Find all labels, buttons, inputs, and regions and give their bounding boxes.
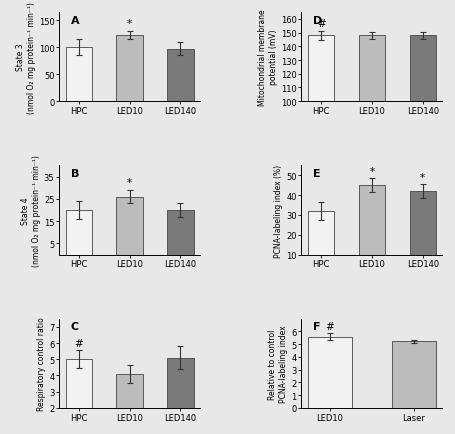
Bar bbox=[167, 210, 193, 255]
Text: *: * bbox=[419, 172, 425, 182]
Bar bbox=[116, 36, 142, 102]
Bar bbox=[409, 192, 435, 275]
Y-axis label: Respiratory control ratio: Respiratory control ratio bbox=[37, 317, 46, 410]
Bar bbox=[66, 48, 92, 102]
Text: #: # bbox=[316, 19, 325, 29]
Y-axis label: State 3
(nmol O₂ mg protein⁻¹ min⁻¹): State 3 (nmol O₂ mg protein⁻¹ min⁻¹) bbox=[16, 2, 36, 113]
Y-axis label: Mitochondrial membrane
potential (mV): Mitochondrial membrane potential (mV) bbox=[258, 9, 278, 106]
Bar bbox=[116, 374, 142, 434]
Bar bbox=[116, 197, 142, 255]
Bar bbox=[66, 359, 92, 434]
Bar bbox=[167, 49, 193, 102]
Bar bbox=[307, 337, 351, 408]
Text: #: # bbox=[325, 321, 334, 331]
Bar bbox=[391, 341, 435, 408]
Text: *: * bbox=[369, 166, 374, 176]
Text: F: F bbox=[312, 322, 319, 332]
Text: *: * bbox=[127, 178, 132, 188]
Bar bbox=[307, 36, 334, 239]
Text: B: B bbox=[71, 169, 79, 179]
Y-axis label: State 4
(nmol O₂ mg protein⁻¹ min⁻¹): State 4 (nmol O₂ mg protein⁻¹ min⁻¹) bbox=[21, 155, 41, 266]
Bar bbox=[307, 211, 334, 275]
Bar bbox=[358, 36, 384, 239]
Text: D: D bbox=[312, 16, 321, 26]
Y-axis label: PCNA-labeling index (%): PCNA-labeling index (%) bbox=[273, 164, 283, 257]
Text: C: C bbox=[71, 322, 79, 332]
Bar bbox=[409, 36, 435, 239]
Bar bbox=[358, 186, 384, 275]
Text: A: A bbox=[71, 16, 79, 26]
Y-axis label: Relative to control
PCNA-labeling index: Relative to control PCNA-labeling index bbox=[268, 325, 288, 402]
Bar bbox=[66, 210, 92, 255]
Bar bbox=[167, 358, 193, 434]
Text: E: E bbox=[312, 169, 320, 179]
Text: *: * bbox=[127, 19, 132, 29]
Text: #: # bbox=[74, 338, 83, 348]
